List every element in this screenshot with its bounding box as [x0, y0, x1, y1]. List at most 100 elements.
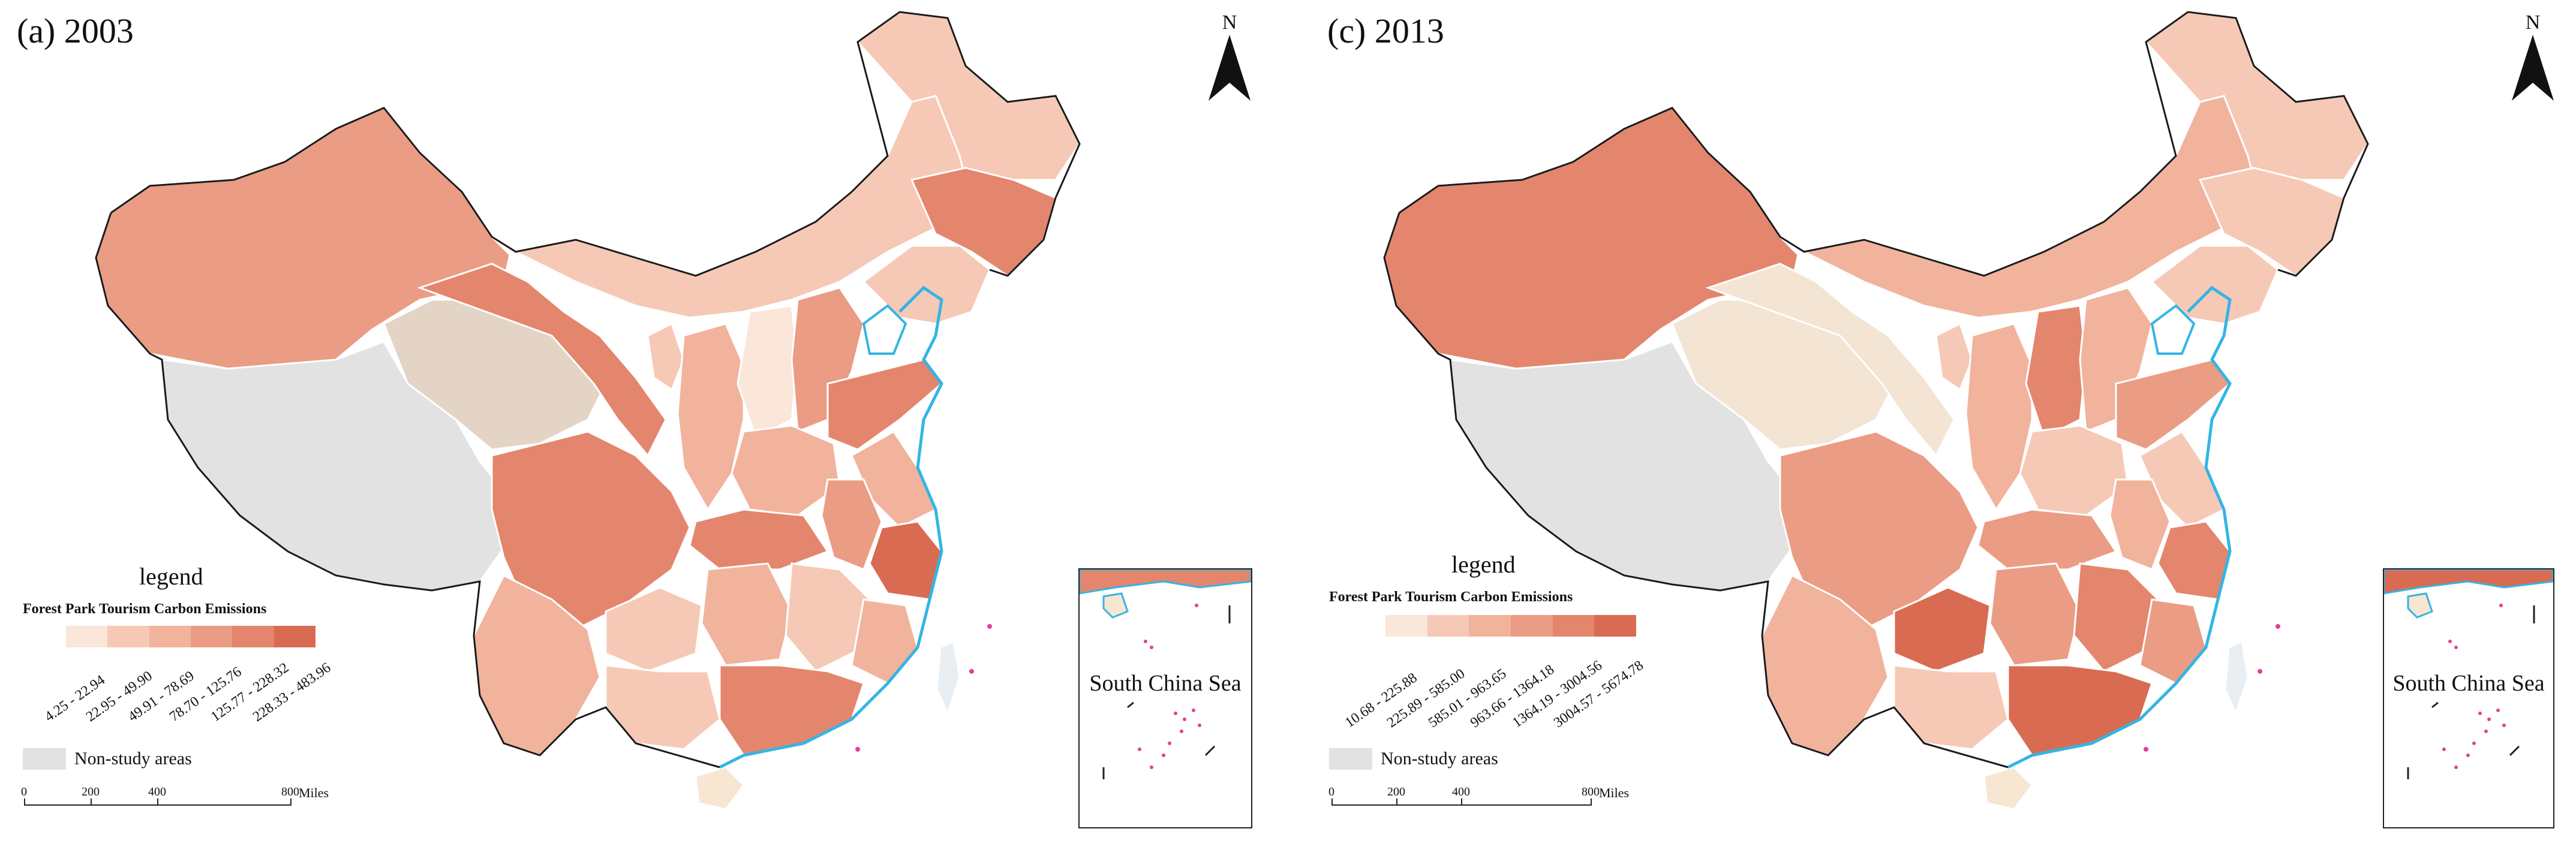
national-border [1383, 11, 2369, 768]
region-henan [731, 424, 841, 517]
region-hubei [1977, 508, 2118, 571]
scale-label: 200 [82, 785, 100, 798]
scale-tick [290, 798, 291, 806]
scale-tick [24, 798, 25, 806]
region-liaoning [2150, 245, 2279, 325]
north-label: N [1222, 11, 1237, 34]
north-arrow-icon [2512, 35, 2554, 101]
bohai-sea [862, 304, 907, 355]
scale-label: 0 [21, 785, 27, 798]
legend-swatch [107, 626, 149, 647]
island-dot [2144, 747, 2148, 752]
legend-swatch [66, 626, 108, 647]
region-shaanxi [677, 322, 745, 511]
island-markers [855, 624, 992, 752]
non-study-legend: Non-study areas [23, 748, 192, 770]
non-study-swatch [1329, 748, 1372, 770]
legend-swatch [1385, 615, 1427, 637]
region-taiwan [936, 640, 961, 716]
coastline [2007, 285, 2232, 769]
region-sichuan [491, 430, 691, 631]
legend-swatch [149, 626, 191, 647]
region-anhui [820, 478, 883, 571]
scale-tick [157, 798, 158, 806]
inset-label: South China Sea [1089, 671, 1242, 696]
scale-tick [1461, 798, 1462, 806]
region-zhejiang [2157, 520, 2231, 601]
scale-tick [91, 798, 92, 806]
region-shanxi [2025, 305, 2087, 439]
region-shandong [2115, 358, 2232, 451]
scale-tick [1331, 798, 1333, 806]
scale-label: 0 [1328, 785, 1334, 798]
region-ningxia [1935, 322, 1973, 391]
legend-swatch [1594, 615, 1637, 637]
region-guangdong [719, 664, 865, 756]
legend-swatch [1427, 615, 1469, 637]
north-label: N [2525, 11, 2541, 34]
region-ningxia [647, 322, 685, 391]
scale-tick [1591, 798, 1592, 806]
scale-label: 400 [148, 785, 166, 798]
south-china-sea-inset: South China Sea [2383, 568, 2554, 828]
legend-title: legend [139, 563, 203, 590]
province-regions [1383, 11, 2369, 810]
scale-bar: 0 200 400 800 Miles [21, 785, 360, 812]
region-gansu [417, 263, 667, 457]
region-henan [2019, 424, 2129, 517]
region-shandong [826, 358, 943, 451]
legend-swatch [273, 626, 315, 647]
legend-subtitle: Forest Park Tourism Carbon Emissions [23, 601, 267, 617]
national-border [95, 11, 1081, 768]
legend-swatch [232, 626, 274, 647]
legend-subtitle: Forest Park Tourism Carbon Emissions [1329, 589, 1573, 605]
legend-color-bar [1385, 615, 1637, 637]
region-guizhou [605, 586, 703, 673]
china-map-2003 [95, 11, 1081, 810]
south-china-sea-inset: South China Sea [1078, 568, 1252, 828]
north-arrow: N [2509, 11, 2557, 104]
panel-title: (a) 2003 [17, 11, 134, 50]
region-liaoning [862, 245, 991, 325]
legend-swatch [1552, 615, 1595, 637]
region-zhejiang [868, 520, 943, 601]
inset-map [2384, 569, 2553, 779]
island-dot [2276, 624, 2280, 629]
region-hainan [1983, 766, 2033, 810]
scale-bar: 0 200 400 800 Miles [1328, 785, 1667, 812]
island-dot [969, 669, 974, 674]
scale-unit: Miles [299, 785, 329, 800]
non-study-legend: Non-study areas [1329, 748, 1498, 770]
non-study-swatch [23, 748, 66, 770]
coastline [719, 285, 943, 769]
non-study-label: Non-study areas [74, 749, 192, 768]
scale-label: 400 [1452, 785, 1470, 798]
panel-title: (c) 2013 [1327, 11, 1444, 50]
north-arrow-icon [1209, 35, 1251, 101]
region-sichuan [1779, 430, 1979, 631]
china-map-2013 [1383, 11, 2369, 810]
non-study-label: Non-study areas [1381, 749, 1498, 768]
map-panel-2003: (a) 2003 N legend Forest Park Tourism Ca… [17, 11, 1254, 828]
north-arrow: N [1206, 11, 1254, 104]
island-dot [855, 747, 860, 752]
region-hunan [701, 562, 793, 667]
region-shaanxi [1965, 322, 2033, 511]
region-hubei [689, 508, 829, 571]
scale-label: 200 [1387, 785, 1405, 798]
region-hunan [1989, 562, 2081, 667]
scale-unit: Miles [1599, 785, 1630, 800]
map-panel-2013: (c) 2013 N legend Forest Park Tourism Ca… [1288, 0, 2576, 844]
legend-title: legend [1451, 551, 1516, 578]
region-shanxi [737, 305, 799, 439]
island-dot [2258, 669, 2262, 674]
scale-label: 800 [1582, 785, 1600, 798]
region-guangxi [605, 664, 721, 750]
region-fujian [850, 598, 919, 685]
legend-swatch [1511, 615, 1553, 637]
province-regions [95, 11, 1081, 810]
region-guangxi [1893, 664, 2009, 750]
region-hainan [695, 766, 745, 810]
region-guizhou [1893, 586, 1991, 673]
inset-map [1080, 569, 1251, 779]
